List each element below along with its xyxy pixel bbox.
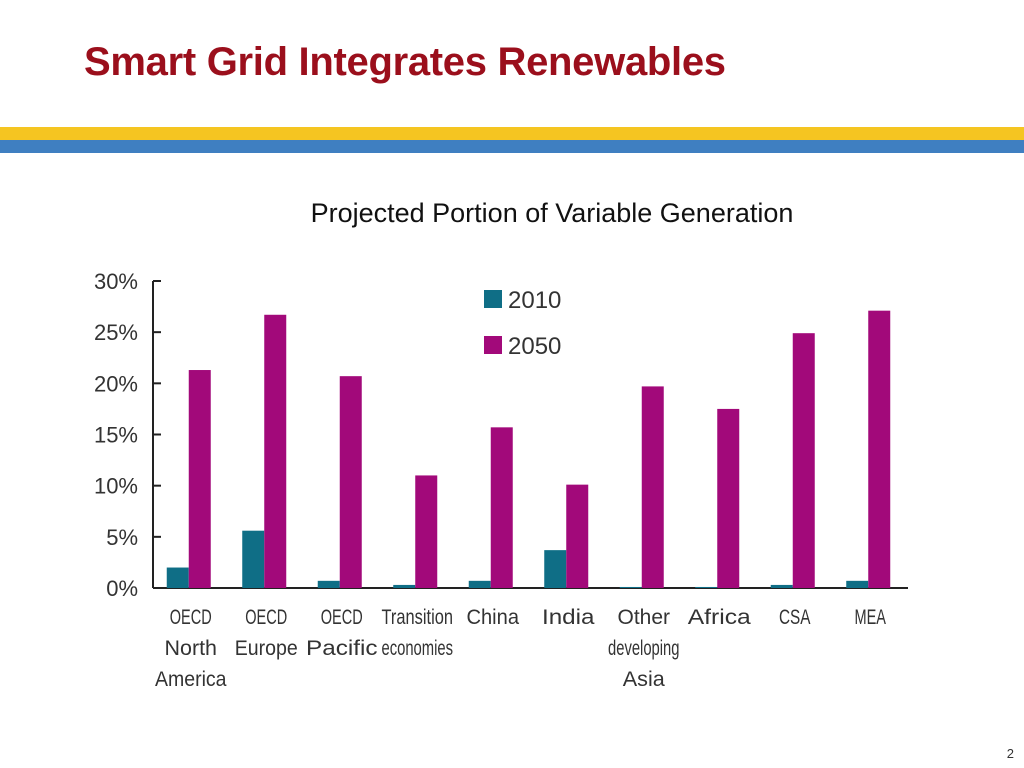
x-tick-label-line: China bbox=[467, 606, 520, 629]
y-tick-label: 5% bbox=[106, 525, 138, 550]
y-tick-label: 20% bbox=[94, 371, 138, 396]
x-tick-label-line: Transition bbox=[382, 606, 454, 629]
bar-2010 bbox=[242, 530, 265, 588]
x-tick-label: OECD North America bbox=[155, 606, 227, 691]
legend-swatch-2050 bbox=[484, 336, 502, 354]
y-tick-label: 25% bbox=[94, 320, 138, 345]
x-tick-label-line: India bbox=[542, 606, 595, 629]
y-tick-label: 10% bbox=[94, 474, 138, 499]
x-tick-label: CSA bbox=[779, 606, 811, 629]
x-tick-label-line: Other bbox=[618, 606, 671, 629]
x-tick-label: China bbox=[467, 606, 520, 629]
x-tick-label: MEA bbox=[855, 606, 887, 629]
bar-chart: 0% 5% 10% 15% 20% 25% 30% OECD North America OECD E… bbox=[94, 269, 908, 691]
bar-2050 bbox=[717, 408, 740, 588]
x-tick-label-line: Pacific bbox=[306, 637, 378, 660]
bar-2010 bbox=[846, 580, 869, 588]
x-tick-label-line: CSA bbox=[779, 606, 811, 629]
bar-2010 bbox=[166, 567, 189, 588]
y-tick-label: 15% bbox=[94, 423, 138, 448]
y-tick-label: 0% bbox=[106, 576, 138, 601]
slide-title: Smart Grid Integrates Renewables bbox=[84, 40, 726, 84]
x-tick-label: OECD Europe bbox=[235, 606, 298, 660]
x-tick-label: Other developing Asia bbox=[608, 606, 680, 691]
legend-swatch-2010 bbox=[484, 290, 502, 308]
legend-label: 2010 bbox=[508, 287, 561, 314]
bar-2050 bbox=[339, 376, 362, 588]
x-tick-label: Transition economies bbox=[382, 606, 454, 660]
bar-2010 bbox=[770, 584, 793, 588]
bar-2010 bbox=[619, 586, 642, 588]
x-tick-label: India bbox=[542, 606, 595, 629]
bar-2050 bbox=[641, 386, 664, 588]
bar-2010 bbox=[393, 584, 416, 588]
bar-2050 bbox=[792, 333, 815, 588]
x-tick-label-line: OECD bbox=[245, 606, 287, 629]
x-tick-label-line: OECD bbox=[321, 606, 363, 629]
header-band-blue bbox=[0, 140, 1024, 153]
legend-label: 2050 bbox=[508, 333, 561, 360]
x-tick-label-line: America bbox=[155, 668, 227, 691]
bar-2010 bbox=[468, 580, 491, 588]
y-tick-label: 30% bbox=[94, 269, 138, 294]
x-tick-label-line: developing bbox=[608, 637, 680, 660]
x-tick-label-line: North bbox=[165, 637, 218, 660]
bar-2050 bbox=[188, 370, 211, 588]
x-tick-label-line: OECD bbox=[170, 606, 212, 629]
x-tick-label-line: MEA bbox=[855, 606, 887, 629]
x-tick-label-line: Europe bbox=[235, 637, 298, 660]
bar-2050 bbox=[868, 310, 891, 588]
x-tick-label: OECD Pacific bbox=[306, 606, 378, 660]
bar-2010 bbox=[544, 550, 567, 588]
bar-2050 bbox=[264, 314, 287, 588]
bar-2010 bbox=[695, 586, 718, 588]
bar-2050 bbox=[415, 475, 438, 588]
bar-2010 bbox=[317, 580, 340, 588]
x-tick-label-line: Asia bbox=[623, 668, 665, 691]
x-tick-label-line: Africa bbox=[688, 606, 751, 629]
x-tick-label-line: economies bbox=[382, 637, 454, 660]
header-band-yellow bbox=[0, 127, 1024, 140]
page-number: 2 bbox=[1006, 746, 1014, 761]
x-tick-label: Africa bbox=[688, 606, 751, 629]
bar-2050 bbox=[566, 484, 589, 588]
bar-2050 bbox=[490, 427, 513, 588]
chart-title: Projected Portion of Variable Generation bbox=[310, 198, 794, 228]
